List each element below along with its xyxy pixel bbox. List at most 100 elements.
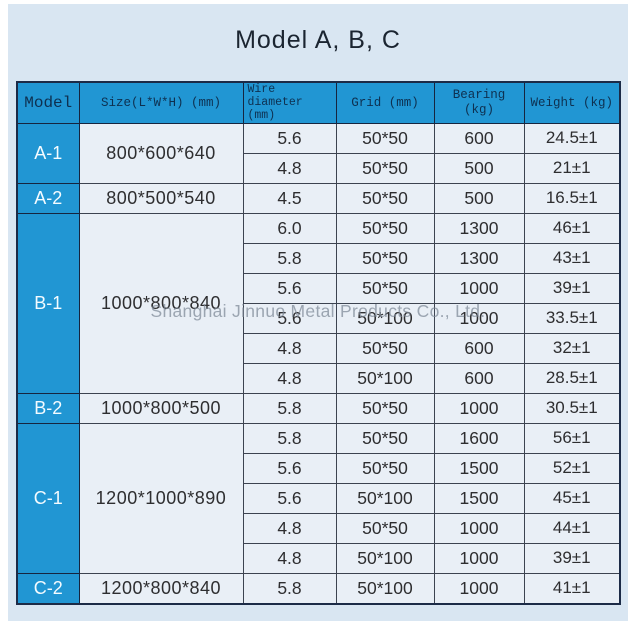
grid-cell: 50*50 [335,512,435,544]
wire-diameter-cell: 5.8 [242,242,337,274]
wire-diameter-cell: 4.8 [242,152,337,184]
model-cell: A-2 [16,182,80,214]
wire-diameter-cell: 5.8 [242,392,337,424]
weight-cell: 16.5±1 [523,182,621,214]
table-row: 5.6 50*100 1500 45±1 [17,482,621,514]
table-row: B-1 1000*800*840 6.0 50*50 1300 46±1 [16,212,621,394]
grid-cell: 50*50 [335,122,435,154]
bearing-cell: 600 [433,122,525,154]
bearing-cell: 1500 [433,482,525,514]
wire-diameter-cell: 4.5 [242,182,337,214]
column-header-wire-diameter: Wire diameter (mm) [242,81,337,124]
weight-cell: 28.5±1 [523,362,621,394]
column-header-grid: Grid (mm) [335,81,435,124]
model-cell: B-2 [16,392,80,424]
table-row: 4.8 50*100 1000 39±1 [17,542,621,574]
grid-cell: 50*100 [335,572,435,605]
weight-cell: 30.5±1 [523,392,621,424]
weight-cell: 45±1 [523,482,621,514]
table-row: 5.6 50*50 1500 52±1 [17,452,621,484]
wire-diameter-cell: 4.8 [242,542,337,574]
weight-cell: 21±1 [523,152,621,184]
wire-diameter-cell: 5.8 [242,572,337,605]
grid-cell: 50*100 [335,302,435,334]
wire-diameter-cell: 5.6 [242,122,337,154]
wire-diameter-cell: 5.6 [242,302,337,334]
grid-cell: 50*50 [335,452,435,484]
bearing-cell: 1600 [433,422,525,454]
table-row: 4.8 50*50 1000 44±1 [17,512,621,544]
bearing-cell: 1000 [433,572,525,605]
bearing-cell: 1500 [433,452,525,484]
weight-cell: 56±1 [523,422,621,454]
grid-cell: 50*50 [335,182,435,214]
grid-cell: 50*100 [335,482,435,514]
table-row: C-1 1200*1000*890 5.8 50*50 1600 56±1 [16,422,621,574]
bearing-cell: 1000 [433,392,525,424]
weight-cell: 44±1 [523,512,621,544]
grid-cell: 50*100 [335,542,435,574]
bearing-cell: 1000 [433,272,525,304]
weight-cell: 32±1 [523,332,621,364]
grid-cell: 50*50 [335,422,435,454]
weight-cell: 39±1 [523,272,621,304]
table-row: A-1 800*600*640 5.6 50*50 600 24.5±1 [16,122,621,184]
grid-cell: 50*50 [335,242,435,274]
size-cell: 1200*1000*890 [78,422,244,574]
size-cell: 1000*800*840 [78,212,244,394]
bearing-cell: 1300 [433,242,525,274]
grid-cell: 50*50 [335,272,435,304]
wire-diameter-cell: 5.6 [242,272,337,304]
table-row: 4.8 50*50 500 21±1 [17,152,621,184]
size-cell: 800*600*640 [78,122,244,184]
wire-diameter-cell: 5.8 [242,422,337,454]
page-background: Model A, B, C Model Size(L*W*H) (mm) Wire … [8,4,628,621]
bearing-cell: 600 [433,332,525,364]
bearing-cell: 1000 [433,542,525,574]
grid-cell: 50*50 [335,392,435,424]
table-row: 5.6 50*50 1000 39±1 [17,272,621,304]
model-cell: B-1 [16,212,80,394]
grid-cell: 50*50 [335,152,435,184]
wire-diameter-cell: 4.8 [242,512,337,544]
bearing-cell: 1000 [433,512,525,544]
wire-diameter-cell: 5.6 [242,452,337,484]
model-cell: C-1 [16,422,80,574]
table-header: Model Size(L*W*H) (mm) Wire diameter (mm) G… [16,81,621,124]
bearing-cell: 500 [433,182,525,214]
weight-cell: 41±1 [523,572,621,605]
weight-cell: 33.5±1 [523,302,621,334]
weight-cell: 39±1 [523,542,621,574]
size-cell: 800*500*540 [78,182,244,214]
table-row: 4.8 50*100 600 28.5±1 [17,362,621,394]
wire-diameter-cell: 5.6 [242,482,337,514]
bearing-cell: 1300 [433,212,525,244]
wire-diameter-cell: 4.8 [242,332,337,364]
spec-table: Model Size(L*W*H) (mm) Wire diameter (mm) G… [16,81,621,605]
column-header-size: Size(L*W*H) (mm) [78,81,244,124]
grid-cell: 50*50 [335,332,435,364]
bearing-cell: 1000 [433,302,525,334]
weight-cell: 46±1 [523,212,621,244]
column-header-bearing: Bearing (kg) [433,81,525,124]
table-row: A-2 800*500*540 4.5 50*50 500 16.5±1 [16,182,621,214]
table-row: B-2 1000*800*500 5.8 50*50 1000 30.5±1 [16,392,621,424]
weight-cell: 43±1 [523,242,621,274]
grid-cell: 50*100 [335,362,435,394]
bearing-cell: 600 [433,362,525,394]
column-header-weight: Weight (kg) [523,81,621,124]
table-row: C-2 1200*800*840 5.8 50*100 1000 41±1 [16,572,621,605]
table-row: 5.8 50*50 1300 43±1 [17,242,621,274]
column-header-model: Model [16,81,80,124]
table-row: 5.6 50*100 1000 33.5±1 [17,302,621,334]
weight-cell: 24.5±1 [523,122,621,154]
model-cell: A-1 [16,122,80,184]
page-title: Model A, B, C [235,26,401,54]
wire-diameter-cell: 4.8 [242,362,337,394]
header-row: Model Size(L*W*H) (mm) Wire diameter (mm) G… [16,81,621,124]
model-cell: C-2 [16,572,80,605]
size-cell: 1000*800*500 [78,392,244,424]
bearing-cell: 500 [433,152,525,184]
wire-diameter-cell: 6.0 [242,212,337,244]
table-body: A-1 800*600*640 5.6 50*50 600 24.5±1 4.8 50*50 5… [16,122,621,605]
